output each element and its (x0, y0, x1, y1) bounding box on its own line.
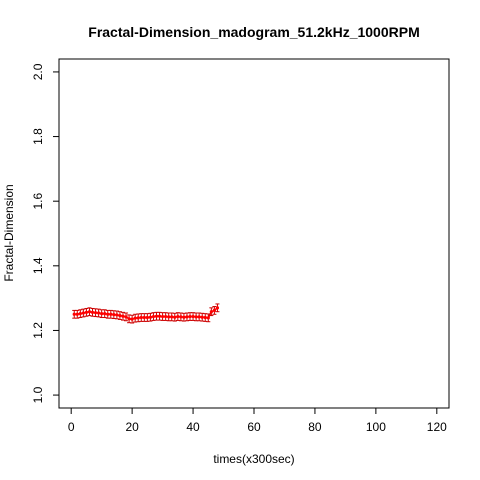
data-point (130, 317, 134, 321)
data-point (145, 315, 149, 320)
data-point (109, 312, 113, 316)
data-point (133, 316, 137, 320)
data-point (148, 315, 153, 319)
data-point (179, 315, 183, 319)
data-point (90, 310, 95, 314)
y-tick-label: 1.8 (31, 128, 45, 145)
data-point (170, 315, 174, 319)
data-point (75, 312, 79, 316)
x-axis: 0 20 40 60 80 100 120 (68, 407, 447, 434)
x-tick-label: 100 (366, 420, 386, 434)
data-point (164, 314, 168, 319)
data-point (160, 314, 165, 319)
data-point (167, 315, 171, 319)
data-point (106, 312, 110, 316)
data-point (194, 315, 198, 319)
data-point (118, 313, 122, 318)
y-tick-label: 2.0 (31, 63, 45, 80)
data-point (188, 314, 192, 319)
series-fractal-dimension (72, 303, 220, 324)
x-tick-label: 20 (125, 420, 139, 434)
data-point (84, 310, 89, 314)
data-point (203, 315, 207, 320)
x-tick-label: 80 (308, 420, 322, 434)
data-point (154, 314, 159, 318)
data-point (176, 314, 180, 319)
data-point (81, 311, 85, 315)
data-point (93, 311, 98, 315)
data-point (103, 312, 107, 316)
x-axis-label: times(x300sec) (213, 452, 294, 466)
data-point (173, 315, 177, 319)
data-point (124, 315, 128, 319)
data-point (209, 310, 213, 314)
x-tick-label: 120 (427, 420, 447, 434)
data-point (139, 315, 143, 320)
data-point (142, 315, 146, 320)
y-axis: 1.0 1.2 1.4 1.6 1.8 2.0 (31, 63, 60, 403)
x-tick-label: 0 (68, 420, 75, 434)
data-point (100, 312, 104, 316)
data-point (115, 313, 119, 317)
data-point (121, 314, 125, 318)
data-point (197, 315, 201, 319)
y-tick-label: 1.2 (31, 322, 45, 339)
plot-frame (58, 58, 450, 409)
data-point (97, 311, 101, 315)
data-point (136, 316, 140, 320)
data-point (127, 317, 131, 321)
y-tick-label: 1.6 (31, 193, 45, 210)
data-point (212, 308, 216, 313)
y-tick-label: 1.4 (31, 257, 45, 274)
data-point (191, 314, 195, 319)
data-point (112, 313, 116, 317)
y-axis-label: Fractal-Dimension (2, 184, 16, 281)
data-point (200, 315, 204, 319)
data-point (87, 310, 92, 314)
data-point (78, 312, 82, 316)
chart-title: Fractal-Dimension_madogram_51.2kHz_1000R… (88, 24, 419, 40)
data-point (151, 314, 156, 319)
data-point (215, 306, 220, 310)
data-point (182, 315, 186, 319)
data-point (185, 315, 189, 319)
x-tick-label: 60 (247, 420, 261, 434)
data-point (206, 316, 210, 320)
x-tick-label: 40 (186, 420, 200, 434)
data-point (72, 312, 76, 316)
y-tick-label: 1.0 (31, 386, 45, 403)
data-point (157, 314, 162, 318)
